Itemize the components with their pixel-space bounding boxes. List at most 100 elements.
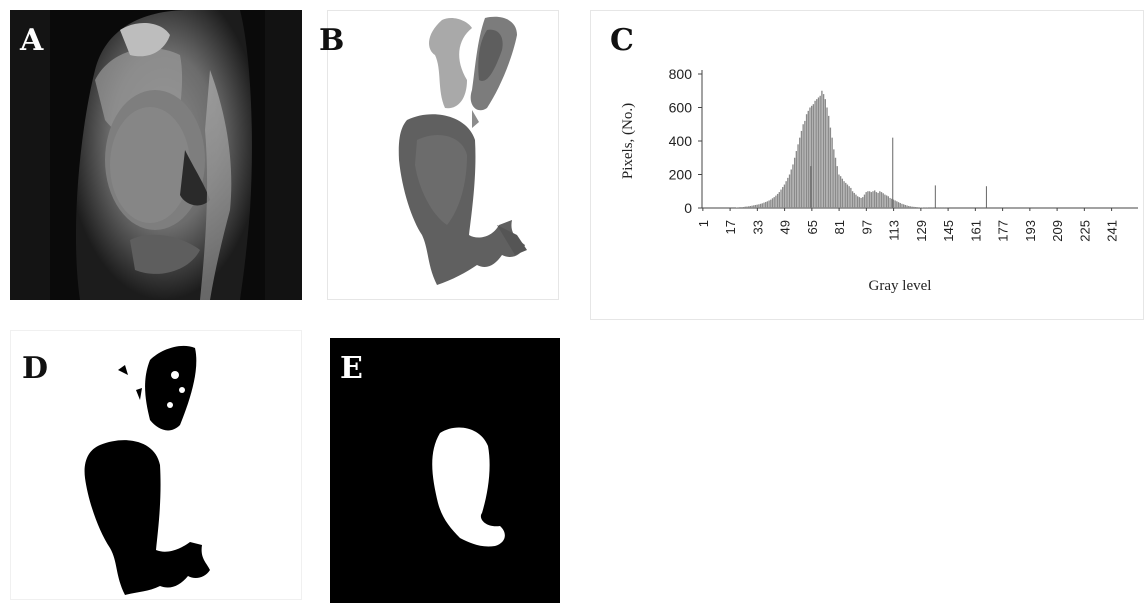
histogram-bar: [758, 204, 760, 208]
histogram-bar: [800, 130, 803, 208]
x-tick-label: 209: [1050, 220, 1065, 242]
histogram-bar: [756, 204, 758, 208]
histogram-chart: 0 200 400 600 800 1 17 33 49 65 81 97 113 129 145 161 17…: [620, 66, 1138, 294]
histogram-bar: [858, 197, 861, 208]
region-mask-image: [330, 338, 560, 603]
histogram-bar: [851, 191, 854, 208]
histogram-bar: [914, 206, 917, 208]
histogram-bar: [763, 202, 765, 208]
histogram-bar: [780, 189, 782, 208]
x-tick-label: 17: [723, 220, 738, 234]
x-tick-label: 33: [750, 220, 765, 234]
panel-e: E: [330, 338, 560, 603]
histogram-bar: [843, 181, 845, 208]
histogram-bar: [902, 204, 905, 208]
panel-a: A: [10, 10, 302, 300]
x-axis-title: Gray level: [869, 278, 932, 294]
x-tick-label: 49: [778, 220, 793, 234]
segmented-image: [398, 16, 527, 285]
histogram-bar: [908, 205, 910, 208]
histogram-bar: [793, 157, 796, 208]
panel-c: 0 200 400 600 800 1 17 33 49 65 81 97 113 129 145 161 17…: [590, 10, 1144, 320]
panel-label-d: D: [22, 351, 49, 386]
histogram-bar: [778, 192, 781, 208]
histogram-bar: [897, 202, 900, 208]
histogram-bar: [828, 115, 830, 208]
histogram-bar: [877, 192, 879, 208]
histogram-bar: [770, 199, 772, 208]
histogram-bar: [824, 99, 826, 208]
binary-mask-image: [84, 345, 210, 595]
histogram-bar: [921, 207, 924, 208]
histogram-bar: [749, 205, 752, 208]
histogram-bar: [853, 192, 855, 208]
histogram-bar: [819, 95, 821, 208]
histogram-bar: [761, 203, 763, 208]
x-tick-label: 241: [1105, 220, 1120, 242]
histogram-bar: [841, 178, 844, 208]
histogram-bar: [790, 169, 792, 208]
histogram-bar: [753, 205, 755, 208]
histogram-bar: [773, 197, 775, 208]
x-tick-label: 65: [805, 220, 820, 234]
histogram-bar: [872, 191, 874, 208]
histogram-bar: [788, 174, 791, 208]
histogram-bar: [856, 196, 859, 208]
histogram-bar: [804, 120, 806, 208]
histogram-bar: [766, 201, 769, 208]
histogram-bar: [771, 198, 774, 208]
y-tick-label: 600: [669, 100, 693, 116]
histogram-bar: [889, 197, 891, 208]
histogram-bar: [741, 207, 743, 208]
histogram-bar: [916, 207, 918, 208]
histogram-bar: [838, 174, 840, 208]
histogram-bar: [839, 176, 842, 208]
histogram-bar: [746, 206, 748, 208]
x-tick-label: 81: [832, 220, 847, 234]
x-tick-label: 145: [941, 220, 956, 242]
x-tick-label: 193: [1023, 220, 1038, 242]
histogram-bar: [802, 124, 804, 208]
panel-b: B: [319, 10, 559, 300]
histogram-bar: [833, 149, 835, 208]
histogram-bar: [797, 144, 799, 208]
histogram-bar: [885, 195, 888, 208]
histogram-bar: [821, 90, 823, 208]
histogram-bar: [809, 107, 811, 208]
histogram-bar: [739, 207, 741, 208]
histogram-bar: [845, 182, 847, 208]
histogram-bar: [826, 107, 828, 208]
histogram-bar: [896, 201, 898, 208]
histogram-bar: [829, 127, 832, 208]
histogram-bar: [875, 192, 878, 208]
histogram-bar: [920, 207, 922, 208]
histogram-bar: [768, 200, 770, 208]
histogram-bar: [811, 105, 813, 208]
histogram-bar: [795, 151, 798, 208]
histogram-bar: [782, 187, 784, 208]
histogram-bar: [867, 191, 869, 208]
y-tick-label: 200: [669, 167, 693, 183]
histogram-bar: [744, 206, 746, 208]
histogram-bar: [848, 186, 850, 208]
y-tick-label: 0: [684, 200, 692, 216]
histogram-bar: [814, 100, 816, 208]
histogram-bar: [863, 194, 866, 208]
x-tick-label: 161: [968, 220, 983, 242]
histogram-bar: [751, 205, 753, 208]
x-tick-label: 97: [859, 220, 874, 234]
histogram-bar: [899, 202, 901, 208]
histogram-bar: [754, 204, 757, 208]
histogram-bar: [855, 194, 857, 208]
panel-label-e: E: [340, 351, 363, 386]
panel-label-a: A: [20, 23, 44, 58]
histogram-bar: [831, 137, 833, 208]
panel-d: D: [10, 330, 302, 600]
histogram-bar: [906, 205, 908, 208]
histogram-bar: [879, 191, 881, 208]
histogram-bar: [862, 197, 864, 208]
histogram-bar: [792, 164, 794, 208]
histogram-bar: [892, 199, 895, 208]
histogram-bar: [850, 187, 852, 208]
histogram-bar: [918, 207, 920, 208]
